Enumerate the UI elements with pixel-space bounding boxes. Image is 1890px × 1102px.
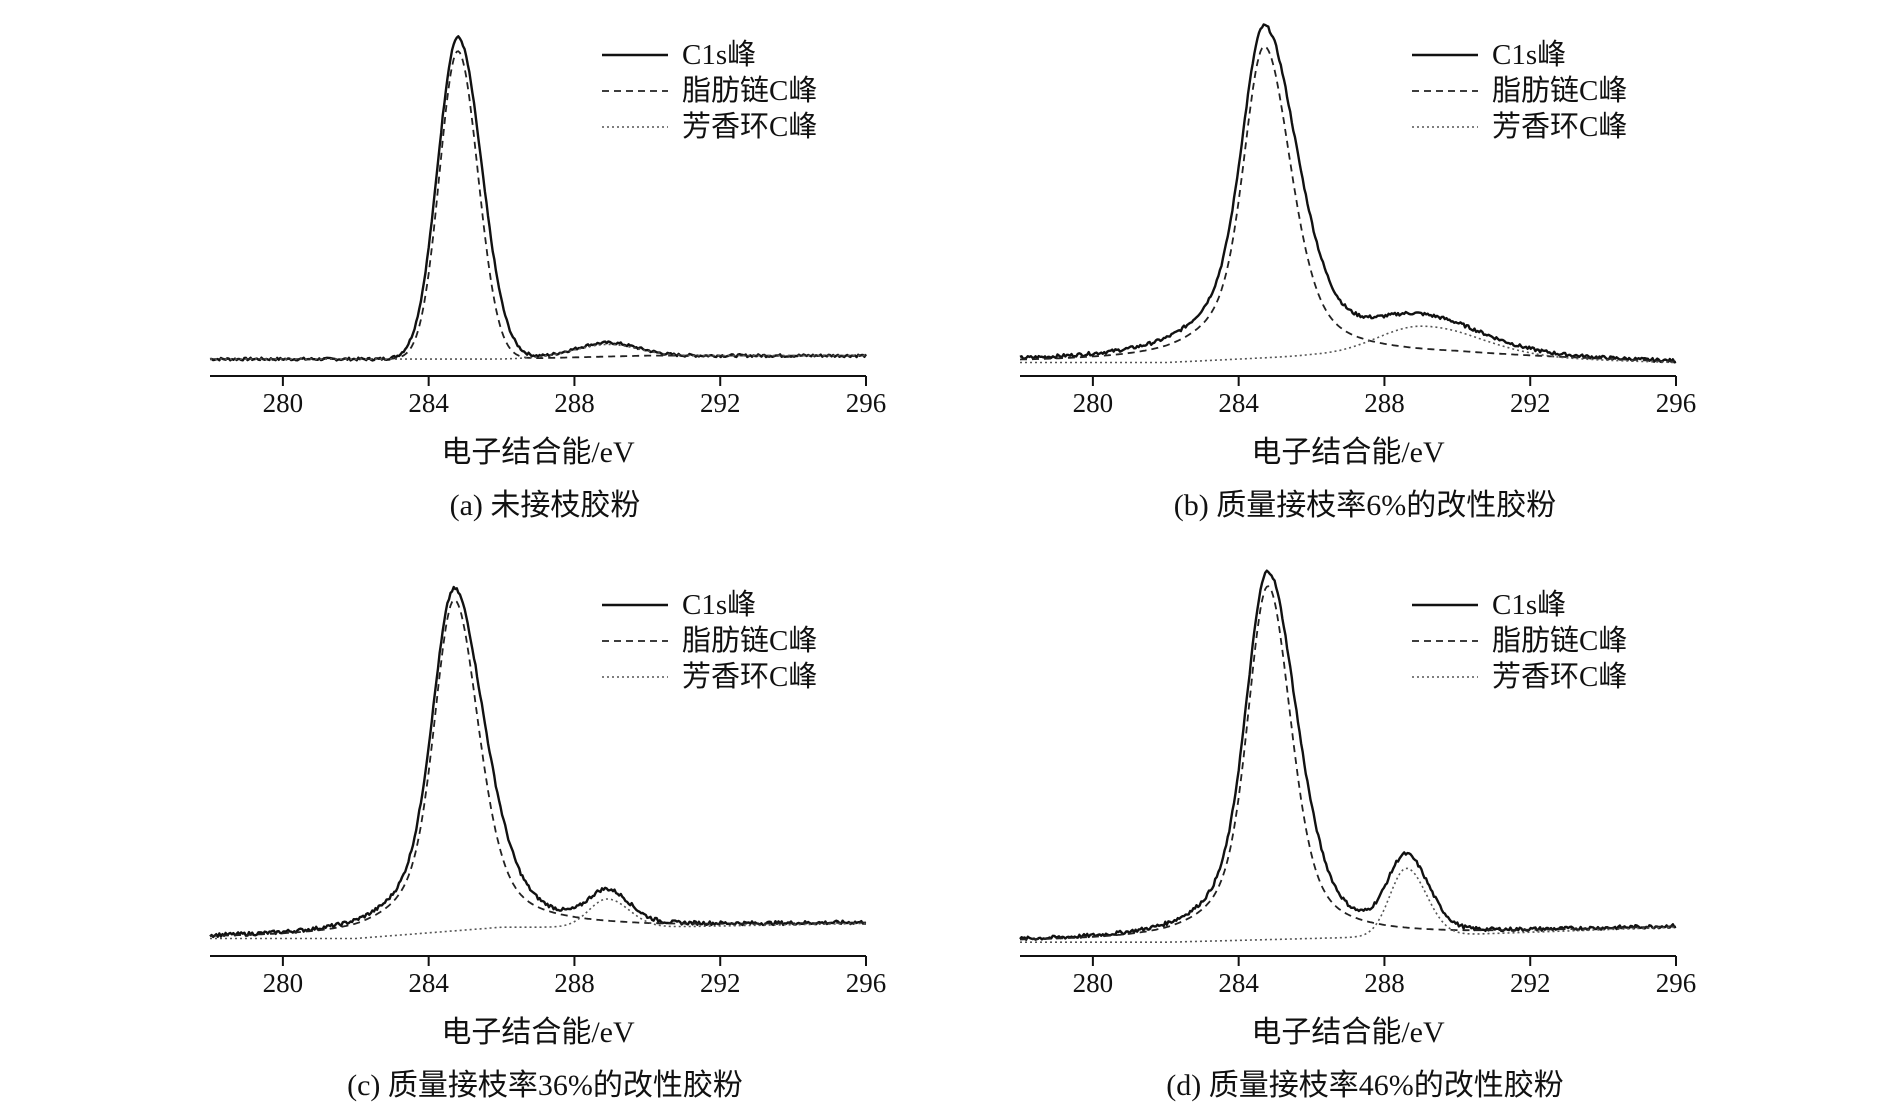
series-line-c1s (1019, 23, 1677, 364)
panel-caption: (d) 质量接枝率46%的改性胶粉 (1166, 1069, 1563, 1102)
series-line-aliphatic-c (210, 50, 866, 360)
panel-a: 280 284 288 292 296 电子结合能/eV (a) 未接枝胶粉 C1s峰脂肪链C… (209, 35, 887, 522)
x-tick-label: 288 (1364, 388, 1405, 418)
x-tick-label: 292 (1510, 388, 1551, 418)
legend-entry: C1s峰 (682, 588, 756, 621)
x-tick-label: 280 (1073, 388, 1114, 418)
x-tick-label: 284 (1218, 388, 1259, 418)
x-tick-label: 288 (554, 388, 595, 418)
series-line-aromatic-c (210, 898, 867, 940)
x-tick-label: 280 (1073, 968, 1114, 998)
series-line-aliphatic-c (1020, 585, 1676, 941)
x-tick-label: 284 (408, 388, 449, 418)
x-axis-label: 电子结合能/eV (441, 436, 635, 469)
x-tick-label: 284 (1218, 968, 1259, 998)
x-tick-label: 292 (1510, 968, 1551, 998)
legend-entry: C1s峰 (1492, 588, 1566, 621)
panel-caption: (c) 质量接枝率36%的改性胶粉 (347, 1069, 743, 1102)
series-line-aliphatic-c (210, 599, 866, 937)
x-axis-label: 电子结合能/eV (441, 1016, 635, 1049)
legend-entry: 芳香环C峰 (1492, 110, 1627, 143)
x-tick-label: 284 (408, 968, 449, 998)
x-tick-label: 280 (263, 388, 304, 418)
legend-entry: C1s峰 (1492, 38, 1566, 71)
x-tick-label: 296 (846, 388, 887, 418)
legend-entry: 芳香环C峰 (682, 110, 817, 143)
x-tick-label: 288 (1364, 968, 1405, 998)
legend-entry: 脂肪链C峰 (1492, 624, 1627, 657)
panel-c: 280 284 288 292 296 电子结合能/eV (c) 质量接枝率36%的改性胶粉… (209, 585, 887, 1102)
series-line-aliphatic-c (1019, 45, 1677, 363)
legend-entry: 芳香环C峰 (1492, 660, 1627, 693)
x-tick-label: 296 (1656, 968, 1697, 998)
panel-d: 280 284 288 292 296 电子结合能/eV (d) 质量接枝率46%的改性胶粉… (1019, 569, 1697, 1102)
legend-entry: 脂肪链C峰 (1492, 74, 1627, 107)
legend-entry: 芳香环C峰 (682, 660, 817, 693)
x-tick-label: 280 (263, 968, 304, 998)
x-axis-label: 电子结合能/eV (1251, 1016, 1445, 1049)
x-tick-label: 296 (1656, 388, 1697, 418)
x-tick-label: 292 (700, 388, 741, 418)
legend-entry: 脂肪链C峰 (682, 74, 817, 107)
panel-caption: (b) 质量接枝率6%的改性胶粉 (1174, 489, 1556, 522)
panel-b: 280 284 288 292 296 电子结合能/eV (b) 质量接枝率6%的改性胶粉 C… (1019, 23, 1697, 522)
x-axis-label: 电子结合能/eV (1251, 436, 1445, 469)
series-line-aromatic-c (1020, 325, 1676, 364)
x-tick-label: 292 (700, 968, 741, 998)
panel-caption: (a) 未接枝胶粉 (450, 489, 641, 522)
x-tick-label: 288 (554, 968, 595, 998)
legend-entry: 脂肪链C峰 (682, 624, 817, 657)
x-tick-label: 296 (846, 968, 887, 998)
legend-entry: C1s峰 (682, 38, 756, 71)
